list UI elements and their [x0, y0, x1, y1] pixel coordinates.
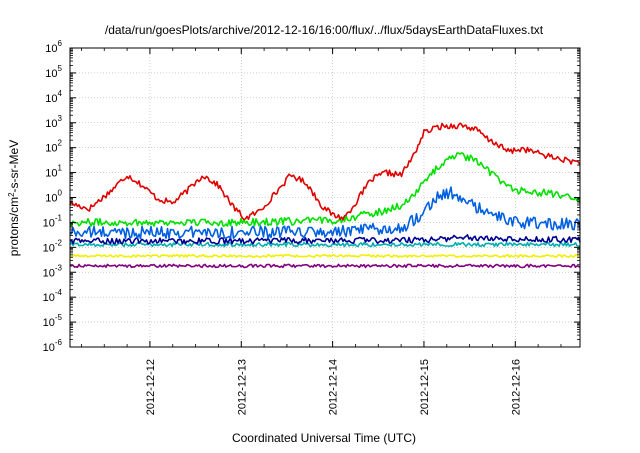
y-tick-label: 105: [45, 64, 62, 80]
y-tick-label: 10-4: [43, 288, 63, 304]
grid-lines: [70, 48, 580, 347]
y-tick-label: 106: [45, 39, 62, 55]
y-tick-label: 102: [45, 139, 62, 155]
series-line-2: [69, 152, 581, 227]
x-tick-label: 2012-12-16: [510, 359, 522, 415]
series-line-6: [69, 253, 581, 258]
y-axis-label: protons/cm2-s-sr-MeV: [7, 140, 21, 256]
series-line-5: [69, 241, 581, 248]
x-tick-label: 2012-12-12: [145, 359, 157, 415]
y-tick-label: 100: [45, 189, 62, 205]
y-tick-label: 101: [45, 164, 62, 180]
y-tick-label: 10-5: [43, 313, 63, 329]
x-tick-label: 2012-12-15: [419, 359, 431, 415]
y-tick-label: 10-2: [43, 238, 63, 254]
y-axis-label-group: protons/cm2-s-sr-MeV: [7, 140, 21, 256]
axis-ticks: 10-6 10-5 10-4 10-3 10-2 10-1 100 101 102 103 104 1…: [43, 39, 580, 415]
x-tick-label: 2012-12-13: [236, 359, 248, 415]
series-group: [69, 122, 581, 269]
series-line-1: [69, 122, 581, 221]
series-line-7: [69, 263, 581, 269]
y-tick-label: 10-6: [43, 338, 63, 354]
chart-title: /data/run/goesPlots/archive/2012-12-16/1…: [105, 23, 544, 37]
x-tick-label: 2012-12-14: [328, 359, 340, 415]
x-axis-label: Coordinated Universal Time (UTC): [232, 431, 416, 445]
y-tick-label: 10-1: [43, 213, 63, 229]
y-tick-label: 10-3: [43, 263, 63, 279]
series-line-4: [69, 234, 581, 245]
y-tick-label: 103: [45, 114, 62, 130]
series-line-3: [69, 186, 581, 240]
y-tick-label: 104: [45, 89, 62, 105]
